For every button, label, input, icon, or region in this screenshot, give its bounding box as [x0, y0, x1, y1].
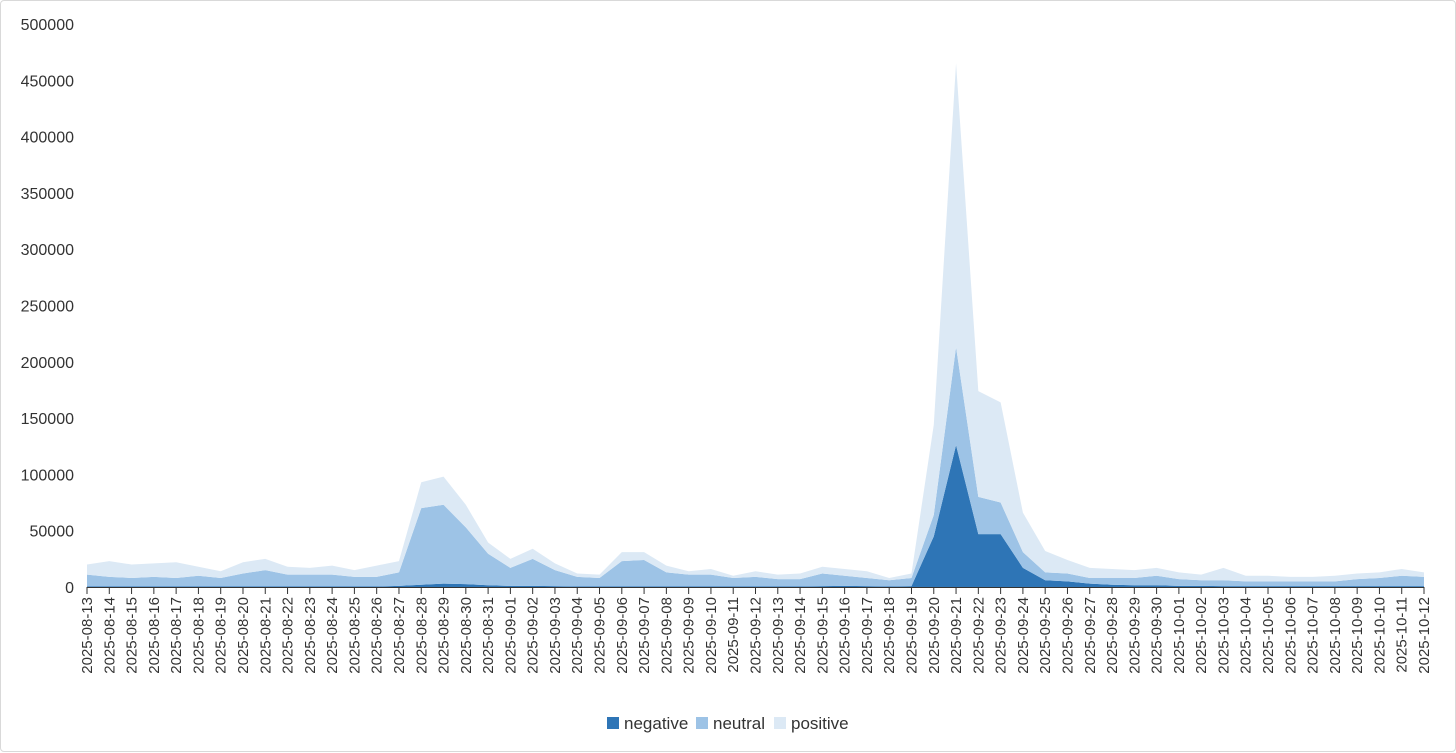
y-tick-label: 500000 [21, 17, 74, 34]
x-tick-label: 2025-09-20 [926, 597, 943, 674]
y-tick-label: 350000 [21, 186, 74, 203]
x-tick-label: 2025-08-19 [213, 597, 230, 674]
x-tick-label: 2025-09-02 [525, 597, 542, 674]
x-tick-label: 2025-08-13 [79, 597, 96, 674]
x-tick-label: 2025-10-04 [1238, 597, 1255, 674]
y-tick-label: 150000 [21, 411, 74, 428]
y-tick-label: 450000 [21, 73, 74, 90]
x-tick-label: 2025-08-29 [436, 597, 453, 674]
x-axis: 2025-08-13 2025-08-14 2025-08-15 2025-08-16… [79, 587, 1433, 674]
x-tick-label: 2025-10-01 [1171, 597, 1188, 674]
x-tick-label: 2025-08-24 [324, 597, 341, 674]
x-tick-label: 2025-09-14 [792, 597, 809, 674]
x-tick-label: 2025-09-13 [770, 597, 787, 674]
x-tick-label: 2025-08-30 [458, 597, 475, 674]
y-tick-label: 50000 [30, 524, 75, 541]
y-tick-label: 300000 [21, 242, 74, 259]
x-tick-label: 2025-08-18 [190, 597, 207, 674]
x-tick-label: 2025-09-24 [1015, 597, 1032, 674]
x-tick-label: 2025-09-07 [636, 597, 653, 674]
x-tick-label: 2025-09-23 [993, 597, 1010, 674]
x-tick-label: 2025-09-09 [681, 597, 698, 674]
x-tick-label: 2025-08-25 [346, 597, 363, 674]
x-tick-label: 2025-09-19 [903, 597, 920, 674]
x-tick-label: 2025-09-29 [1126, 597, 1143, 674]
x-tick-label: 2025-10-06 [1282, 597, 1299, 674]
x-tick-label: 2025-08-14 [101, 597, 118, 674]
x-tick-label: 2025-10-10 [1371, 597, 1388, 674]
x-tick-label: 2025-10-02 [1193, 597, 1210, 674]
x-tick-label: 2025-08-27 [391, 597, 408, 674]
y-tick-label: 0 [65, 580, 74, 597]
x-tick-label: 2025-09-12 [748, 597, 765, 674]
x-tick-label: 2025-09-10 [703, 597, 720, 674]
y-tick-label: 200000 [21, 355, 74, 372]
x-tick-label: 2025-08-23 [302, 597, 319, 674]
y-axis: 0 50000 100000 150000 200000 250000 300000 3500… [21, 17, 74, 597]
x-tick-label: 2025-08-21 [257, 597, 274, 674]
area-positive [87, 63, 1424, 582]
x-tick-label: 2025-10-09 [1349, 597, 1366, 674]
x-tick-label: 2025-09-04 [569, 597, 586, 674]
x-tick-label: 2025-09-16 [837, 597, 854, 674]
area-neutral [87, 347, 1424, 587]
x-tick-label: 2025-10-07 [1305, 597, 1322, 674]
x-tick-label: 2025-09-25 [1037, 597, 1054, 674]
y-tick-label: 400000 [21, 130, 74, 147]
x-tick-label: 2025-09-30 [1149, 597, 1166, 674]
x-tick-label: 2025-09-05 [592, 597, 609, 674]
x-tick-label: 2025-08-20 [235, 597, 252, 674]
x-tick-label: 2025-09-17 [859, 597, 876, 674]
x-tick-label: 2025-09-28 [1104, 597, 1121, 674]
x-tick-label: 2025-09-15 [814, 597, 831, 674]
legend-label-negative: negative [624, 714, 688, 733]
series-areas [87, 63, 1424, 587]
x-tick-label: 2025-09-27 [1082, 597, 1099, 674]
y-tick-label: 250000 [21, 299, 74, 316]
x-tick-label: 2025-09-21 [948, 597, 965, 674]
x-tick-label: 2025-09-26 [1059, 597, 1076, 674]
legend: negative neutral positive [607, 714, 849, 733]
x-tick-label: 2025-09-01 [502, 597, 519, 674]
legend-swatch-neutral [696, 717, 708, 729]
x-tick-label: 2025-08-28 [413, 597, 430, 674]
x-tick-label: 2025-08-17 [168, 597, 185, 674]
x-tick-label: 2025-08-26 [369, 597, 386, 674]
x-tick-label: 2025-08-22 [280, 597, 297, 674]
legend-swatch-negative [607, 717, 619, 729]
x-tick-label: 2025-09-11 [725, 597, 742, 673]
x-tick-label: 2025-08-16 [146, 597, 163, 674]
area-negative [87, 445, 1424, 587]
x-tick-label: 2025-10-11 [1394, 597, 1411, 673]
x-tick-label: 2025-10-08 [1327, 597, 1344, 674]
x-tick-label: 2025-08-15 [124, 597, 141, 674]
x-tick-label: 2025-10-12 [1416, 597, 1433, 674]
x-tick-label: 2025-10-03 [1215, 597, 1232, 674]
legend-label-positive: positive [791, 714, 849, 733]
legend-swatch-positive [774, 717, 786, 729]
x-tick-label: 2025-09-22 [970, 597, 987, 674]
y-tick-label: 100000 [21, 467, 74, 484]
x-tick-label: 2025-09-08 [658, 597, 675, 674]
x-tick-label: 2025-08-31 [480, 597, 497, 674]
x-tick-label: 2025-09-03 [547, 597, 564, 674]
x-tick-label: 2025-09-06 [614, 597, 631, 674]
x-tick-label: 2025-10-05 [1260, 597, 1277, 674]
legend-label-neutral: neutral [713, 714, 765, 733]
x-tick-label: 2025-09-18 [881, 597, 898, 674]
